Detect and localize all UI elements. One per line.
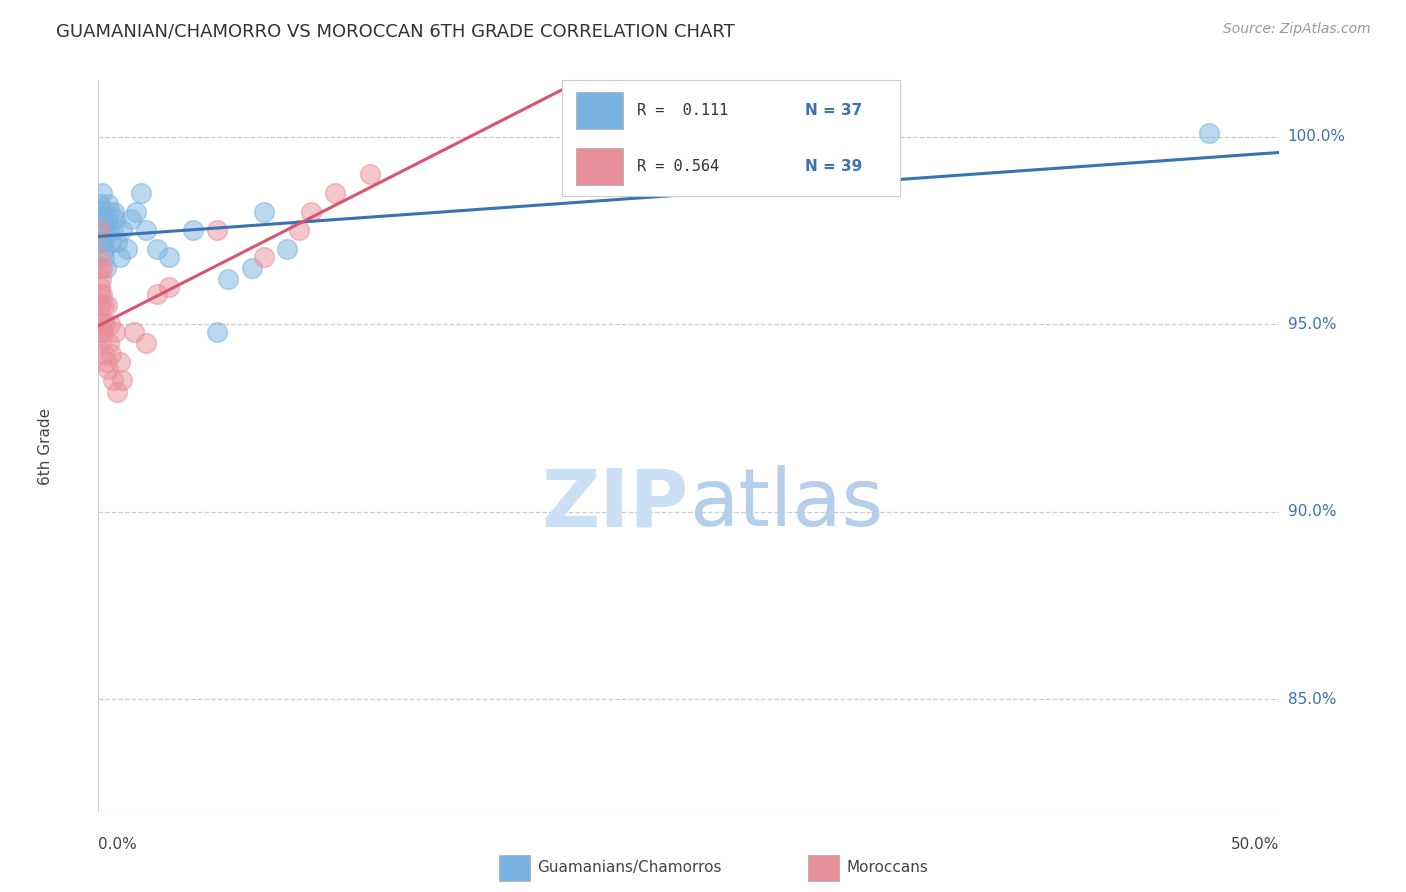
Text: Guamanians/Chamorros: Guamanians/Chamorros bbox=[537, 861, 721, 875]
Text: 0.0%: 0.0% bbox=[98, 837, 138, 852]
Point bbox=[97, 362, 120, 376]
Text: 6th Grade: 6th Grade bbox=[38, 408, 53, 484]
Point bbox=[91, 287, 114, 301]
Point bbox=[111, 373, 134, 387]
Point bbox=[93, 347, 115, 361]
Point bbox=[98, 335, 121, 350]
Point bbox=[94, 260, 117, 275]
Point bbox=[96, 298, 118, 312]
Point bbox=[91, 317, 114, 331]
Point bbox=[91, 186, 114, 200]
Point bbox=[100, 347, 122, 361]
Point bbox=[90, 325, 112, 339]
Text: atlas: atlas bbox=[689, 465, 883, 543]
Text: R =  0.111: R = 0.111 bbox=[637, 103, 728, 118]
Point bbox=[108, 354, 131, 368]
Point bbox=[108, 250, 131, 264]
Point bbox=[94, 223, 117, 237]
Point bbox=[205, 223, 228, 237]
Point bbox=[93, 242, 115, 256]
Text: 50.0%: 50.0% bbox=[1232, 837, 1279, 852]
Text: 85.0%: 85.0% bbox=[1288, 691, 1336, 706]
Point bbox=[89, 212, 111, 227]
Point bbox=[90, 298, 112, 312]
Point bbox=[105, 235, 128, 249]
Point bbox=[115, 242, 138, 256]
Point bbox=[89, 223, 111, 237]
Point bbox=[93, 298, 115, 312]
Point bbox=[89, 279, 111, 293]
Point bbox=[288, 223, 311, 237]
Point bbox=[90, 223, 112, 237]
Text: Moroccans: Moroccans bbox=[846, 861, 928, 875]
Text: Source: ZipAtlas.com: Source: ZipAtlas.com bbox=[1223, 22, 1371, 37]
Point bbox=[157, 279, 180, 293]
Point bbox=[146, 242, 169, 256]
Point bbox=[146, 287, 169, 301]
Bar bbox=[576, 92, 623, 129]
Point bbox=[98, 223, 121, 237]
Point bbox=[205, 325, 228, 339]
Text: GUAMANIAN/CHAMORRO VS MOROCCAN 6TH GRADE CORRELATION CHART: GUAMANIAN/CHAMORRO VS MOROCCAN 6TH GRADE… bbox=[56, 22, 735, 40]
Point bbox=[89, 298, 111, 312]
Point bbox=[91, 235, 114, 249]
Point bbox=[101, 373, 124, 387]
Point bbox=[90, 235, 112, 249]
Point bbox=[89, 287, 111, 301]
Point bbox=[97, 197, 120, 211]
Point bbox=[135, 223, 157, 237]
Point bbox=[91, 325, 114, 339]
Point bbox=[98, 317, 121, 331]
Point bbox=[122, 325, 145, 339]
Point bbox=[87, 250, 110, 264]
Point bbox=[125, 204, 148, 219]
Point bbox=[90, 272, 112, 286]
Point bbox=[94, 317, 117, 331]
Point bbox=[105, 384, 128, 399]
Point bbox=[89, 197, 111, 211]
Point bbox=[323, 186, 346, 200]
Point bbox=[94, 354, 117, 368]
Point bbox=[276, 242, 298, 256]
Text: R = 0.564: R = 0.564 bbox=[637, 159, 718, 174]
Point bbox=[253, 204, 276, 219]
Point bbox=[90, 335, 112, 350]
Point bbox=[89, 260, 111, 275]
Point bbox=[101, 223, 124, 237]
Point bbox=[299, 204, 322, 219]
Point bbox=[90, 204, 112, 219]
Text: ZIP: ZIP bbox=[541, 465, 689, 543]
Text: 95.0%: 95.0% bbox=[1288, 317, 1336, 332]
Point bbox=[90, 317, 112, 331]
Point bbox=[91, 212, 114, 227]
Point bbox=[98, 204, 121, 219]
Point bbox=[129, 186, 152, 200]
Point bbox=[135, 335, 157, 350]
Bar bbox=[576, 147, 623, 185]
Point bbox=[91, 260, 114, 275]
Point bbox=[103, 204, 125, 219]
Text: N = 39: N = 39 bbox=[806, 159, 863, 174]
Point bbox=[104, 212, 127, 227]
Point bbox=[181, 223, 204, 237]
Point bbox=[217, 272, 239, 286]
Point bbox=[100, 235, 122, 249]
Text: 100.0%: 100.0% bbox=[1288, 129, 1346, 144]
Point bbox=[157, 250, 180, 264]
Point bbox=[104, 325, 127, 339]
Point bbox=[121, 212, 143, 227]
Point bbox=[93, 250, 115, 264]
Point bbox=[96, 212, 118, 227]
Point bbox=[111, 223, 134, 237]
Point bbox=[240, 260, 263, 275]
Point bbox=[253, 250, 276, 264]
Point bbox=[359, 167, 381, 181]
Point bbox=[1198, 126, 1220, 140]
Text: 90.0%: 90.0% bbox=[1288, 504, 1336, 519]
Text: N = 37: N = 37 bbox=[806, 103, 863, 118]
